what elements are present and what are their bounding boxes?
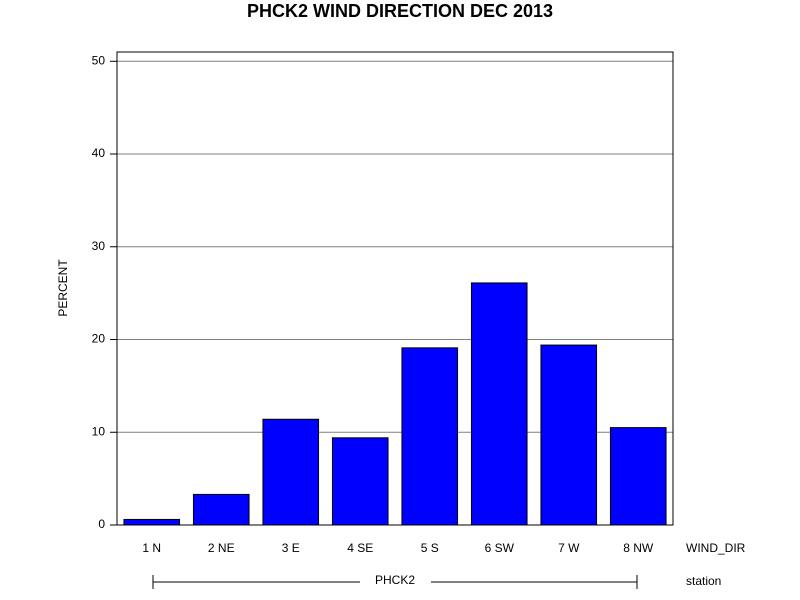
y-tick-label: 50	[92, 53, 106, 67]
group-axis-label: station	[686, 574, 721, 588]
y-tick-label: 40	[92, 146, 106, 160]
bar	[192, 493, 250, 526]
bar	[331, 437, 389, 526]
x-tick-label: 8 NW	[623, 541, 654, 555]
y-tick-label: 30	[92, 239, 106, 253]
group-label: PHCK2	[375, 573, 415, 587]
x-tick-label: 1 N	[142, 541, 161, 555]
x-tick-label: 5 S	[421, 541, 439, 555]
bar	[470, 282, 528, 526]
x-tick-label: 4 SE	[347, 541, 373, 555]
bar	[609, 427, 667, 526]
x-tick-label: 7 W	[558, 541, 580, 555]
x-tick-label: 3 E	[282, 541, 300, 555]
x-tick-label: 6 SW	[485, 541, 515, 555]
y-tick-label: 10	[92, 424, 106, 438]
bar	[401, 347, 459, 526]
chart-title: PHCK2 WIND DIRECTION DEC 2013	[247, 1, 553, 21]
y-axis-label: PERCENT	[56, 259, 70, 317]
y-tick-label: 20	[92, 332, 106, 346]
plot-frame	[116, 51, 674, 526]
bar	[262, 418, 320, 526]
bar	[540, 344, 598, 526]
y-tick-label: 0	[98, 517, 105, 531]
bar	[123, 518, 181, 526]
group-bracket	[152, 575, 638, 589]
x-tick-label: 2 NE	[208, 541, 235, 555]
x-axis-label: WIND_DIR	[686, 541, 746, 555]
